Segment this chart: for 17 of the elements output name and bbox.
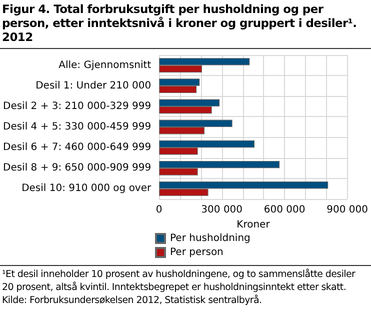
chart-title: Figur 4. Total forbruksutgift per husholdning og per person, etter inntektsnivå i kroner og gruppert i desiler¹. 2012	[0, 0, 371, 49]
y-tick-label: Desil 4 + 5: 330 000-459 999	[2, 122, 152, 132]
legend-label: Per person	[170, 247, 224, 258]
x-tick-label: 300 000	[201, 204, 243, 216]
y-tick-label: Desil 8 + 9: 650 000-909 999	[2, 162, 152, 174]
x-tick-label: 900 000	[326, 204, 368, 216]
x-axis-title: Kroner	[236, 219, 271, 230]
legend-label: Per husholdning	[170, 233, 250, 244]
y-tick-label: Alle: Gjennomsnitt	[58, 60, 152, 71]
y-tick-label: Desil 6 + 7: 460 000-649 999	[2, 142, 152, 154]
y-tick-label: Desil 2 + 3: 210 000-329 999	[2, 100, 152, 112]
x-tick-label: 0	[156, 204, 162, 216]
text: ¹Et desil inneholder 10 prosent av husholdningene, og to sammenslåtte desiler 20 prosent, altså kvintil. Inntektsbegrepet er husholdningsinntekt etter skatt.	[2, 268, 356, 294]
text: Kilde: Forbruksundersøkelsen 2012, Statistisk sentralbyrå.	[2, 294, 263, 307]
y-tick-label: Desil 10: 910 000 og over	[22, 183, 152, 194]
y-tick-label: Desil 1: Under 210 000	[36, 80, 152, 92]
x-tick-label: 600 000	[264, 204, 306, 216]
